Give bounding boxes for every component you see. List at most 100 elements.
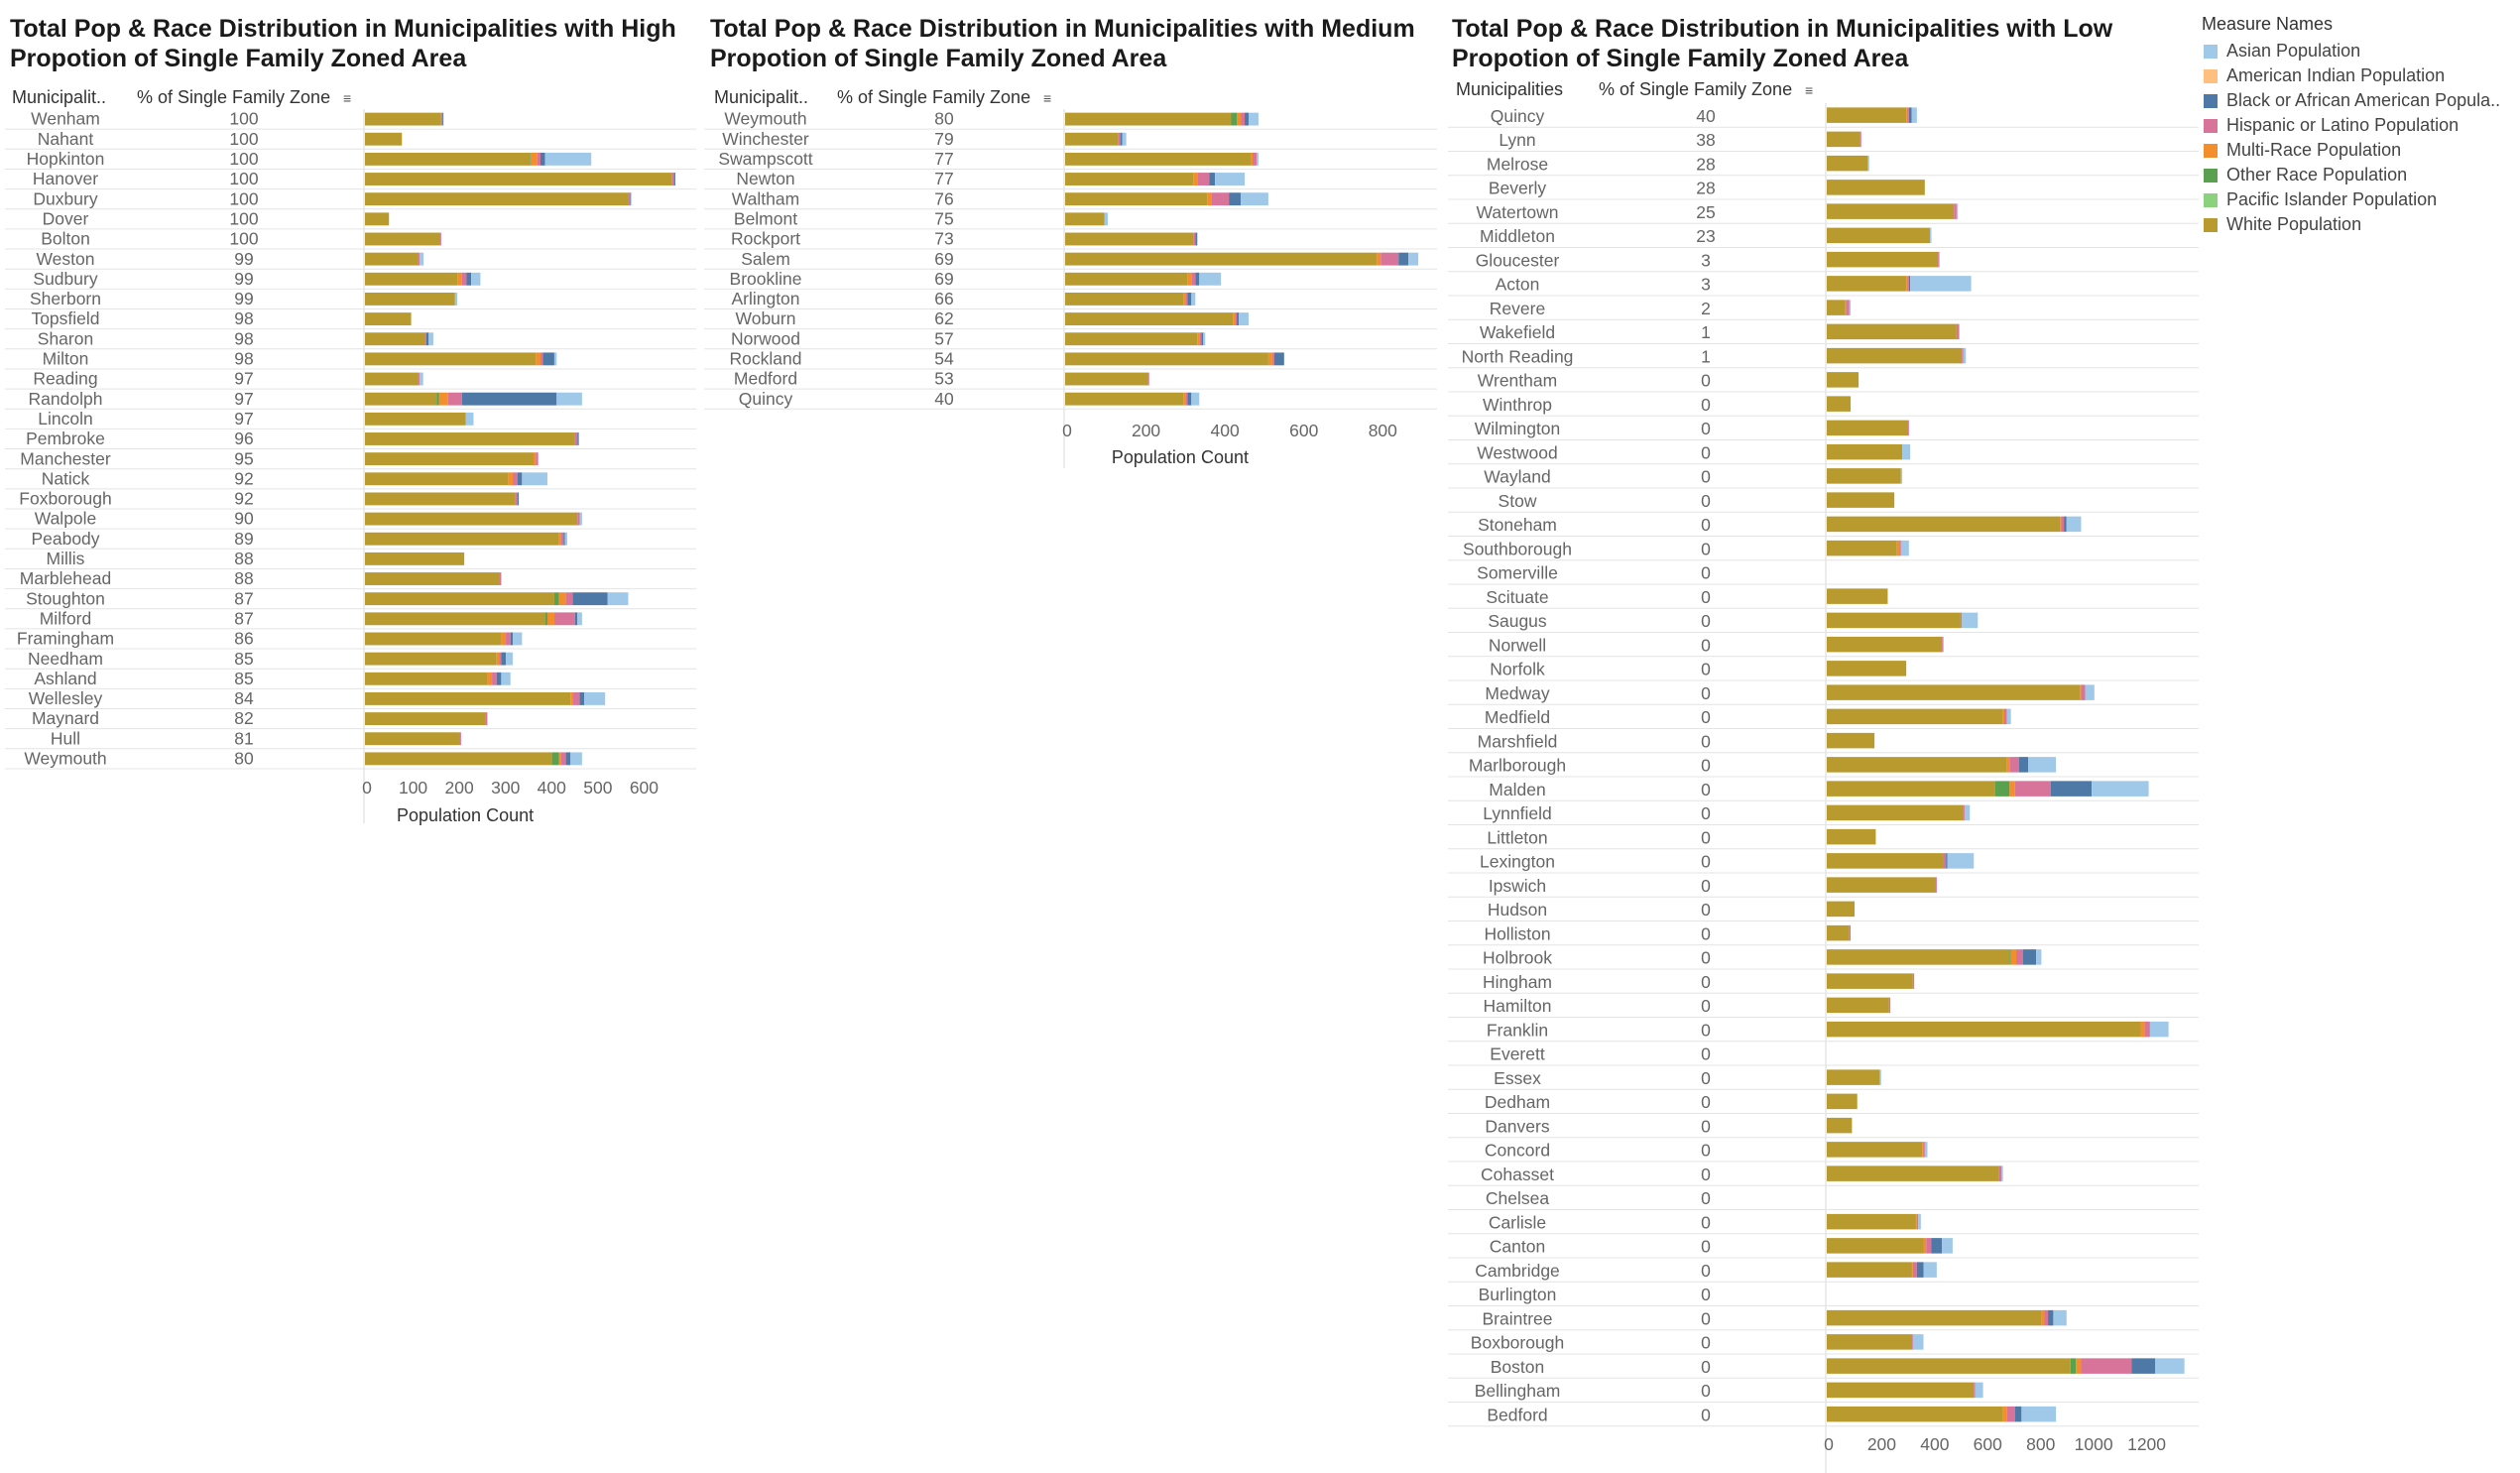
bar-segment[interactable] (671, 173, 675, 185)
bar-segment[interactable] (487, 672, 493, 685)
table-row[interactable]: Acton 3 (1448, 275, 2199, 297)
table-row[interactable]: Canton 0 (1448, 1237, 2199, 1259)
table-row[interactable]: Wilmington 0 (1448, 419, 2199, 440)
table-row[interactable]: Concord 0 (1448, 1141, 2199, 1163)
bar-segment[interactable] (570, 691, 573, 705)
bar-segment[interactable] (1827, 661, 1907, 676)
bar-segment[interactable] (1827, 781, 1995, 797)
table-row[interactable]: Walpole 90 (5, 509, 696, 530)
bar-segment[interactable] (2155, 1358, 2185, 1374)
bar-segment[interactable] (1199, 272, 1222, 286)
bar-segment[interactable] (607, 592, 629, 606)
bar-segment[interactable] (1827, 323, 1957, 340)
bar-segment[interactable] (508, 472, 514, 486)
bar-segment[interactable] (2036, 949, 2042, 965)
bar-segment[interactable] (2006, 1406, 2015, 1422)
bar-segment[interactable] (436, 392, 439, 406)
bar-segment[interactable] (1827, 180, 1925, 195)
bar-segment[interactable] (1195, 272, 1200, 286)
bar-segment[interactable] (1122, 132, 1127, 146)
table-row[interactable]: Medfield 0 (1448, 707, 2199, 729)
bar-segment[interactable] (579, 512, 582, 526)
bar-segment[interactable] (1911, 107, 1917, 123)
table-row[interactable]: Sharon 98 (5, 328, 696, 350)
table-row[interactable]: Maynard 82 (5, 708, 696, 730)
bar-segment[interactable] (1203, 332, 1206, 346)
table-row[interactable]: Holbrook 0 (1448, 948, 2199, 970)
bar-segment[interactable] (2081, 1358, 2132, 1374)
sort-descending-icon[interactable]: ≡ (343, 90, 352, 106)
bar-segment[interactable] (629, 192, 631, 206)
bar-segment[interactable] (1827, 588, 1888, 604)
bar-segment[interactable] (1827, 1309, 2042, 1326)
table-row[interactable]: Duxbury 100 (5, 188, 696, 210)
bar-segment[interactable] (1183, 292, 1186, 306)
bar-segment[interactable] (1273, 352, 1284, 366)
bar-segment[interactable] (2009, 949, 2011, 965)
bar-segment[interactable] (440, 112, 443, 126)
sort-descending-icon[interactable]: ≡ (1043, 90, 1052, 106)
bar-segment[interactable] (2028, 757, 2057, 773)
bar-segment[interactable] (1827, 396, 1852, 412)
bar-segment[interactable] (1900, 540, 1909, 556)
bar-segment[interactable] (1827, 1093, 1858, 1110)
bar-segment[interactable] (1827, 1117, 1853, 1134)
bar-segment[interactable] (1118, 132, 1121, 146)
bar-segment[interactable] (1827, 949, 2010, 965)
bar-segment[interactable] (1911, 1262, 1913, 1278)
table-row[interactable]: Natick 92 (5, 468, 696, 490)
bar-segment[interactable] (2010, 949, 2016, 965)
bar-segment[interactable] (560, 532, 564, 546)
bar-segment[interactable] (365, 691, 571, 705)
bar-segment[interactable] (1915, 1213, 1917, 1230)
bar-segment[interactable] (1922, 1142, 1924, 1158)
bar-segment[interactable] (1827, 612, 1961, 629)
bar-segment[interactable] (1994, 781, 2010, 797)
bar-segment[interactable] (2006, 708, 2011, 725)
table-row[interactable]: Stow 0 (1448, 491, 2199, 513)
bar-segment[interactable] (365, 672, 488, 685)
bar-segment[interactable] (1147, 372, 1149, 386)
table-row[interactable]: Randolph 97 (5, 389, 696, 410)
bar-segment[interactable] (1827, 924, 1850, 941)
bar-segment[interactable] (2080, 684, 2082, 700)
table-row[interactable]: Everett 0 (1448, 1044, 2199, 1066)
column-header-municipality[interactable]: Municipalit.. (714, 87, 809, 107)
bar-segment[interactable] (1191, 392, 1200, 406)
bar-segment[interactable] (2064, 516, 2067, 533)
bar-segment[interactable] (515, 492, 518, 506)
table-row[interactable]: Quincy 40 (704, 389, 1437, 410)
table-row[interactable]: Beverly 28 (1448, 179, 2199, 200)
bar-segment[interactable] (1827, 901, 1856, 918)
bar-segment[interactable] (2140, 1021, 2145, 1038)
column-header-pct-single-family[interactable]: % of Single Family Zone (137, 87, 331, 107)
bar-segment[interactable] (365, 412, 466, 426)
bar-segment[interactable] (2006, 757, 2010, 773)
table-row[interactable]: Middleton 23 (1448, 226, 2199, 248)
bar-segment[interactable] (1879, 1069, 1881, 1085)
bar-segment[interactable] (447, 392, 462, 406)
bar-segment[interactable] (536, 352, 540, 366)
table-row[interactable]: Westwood 0 (1448, 442, 2199, 465)
bar-segment[interactable] (1845, 300, 1848, 315)
table-row[interactable]: Littleton 0 (1448, 827, 2199, 850)
bar-segment[interactable] (2076, 1358, 2082, 1374)
bar-segment[interactable] (365, 572, 500, 585)
bar-segment[interactable] (454, 292, 458, 306)
table-row[interactable]: Sherborn 99 (5, 289, 696, 309)
bar-segment[interactable] (471, 272, 481, 286)
bar-segment[interactable] (1902, 443, 1911, 460)
bar-segment[interactable] (572, 691, 580, 705)
table-row[interactable]: Southborough 0 (1448, 539, 2199, 561)
bar-segment[interactable] (1827, 877, 1936, 893)
table-row[interactable]: Salem 69 (704, 249, 1437, 270)
table-row[interactable]: Wenham 100 (5, 109, 696, 130)
bar-segment[interactable] (1065, 212, 1105, 226)
table-row[interactable]: Cohasset 0 (1448, 1165, 2199, 1186)
table-row[interactable]: Melrose 28 (1448, 154, 2199, 177)
table-row[interactable]: Medway 0 (1448, 683, 2199, 705)
table-row[interactable]: Hudson 0 (1448, 900, 2199, 921)
bar-segment[interactable] (1926, 1238, 1932, 1254)
bar-segment[interactable] (577, 432, 579, 445)
table-row[interactable]: Framingham 86 (5, 629, 696, 650)
